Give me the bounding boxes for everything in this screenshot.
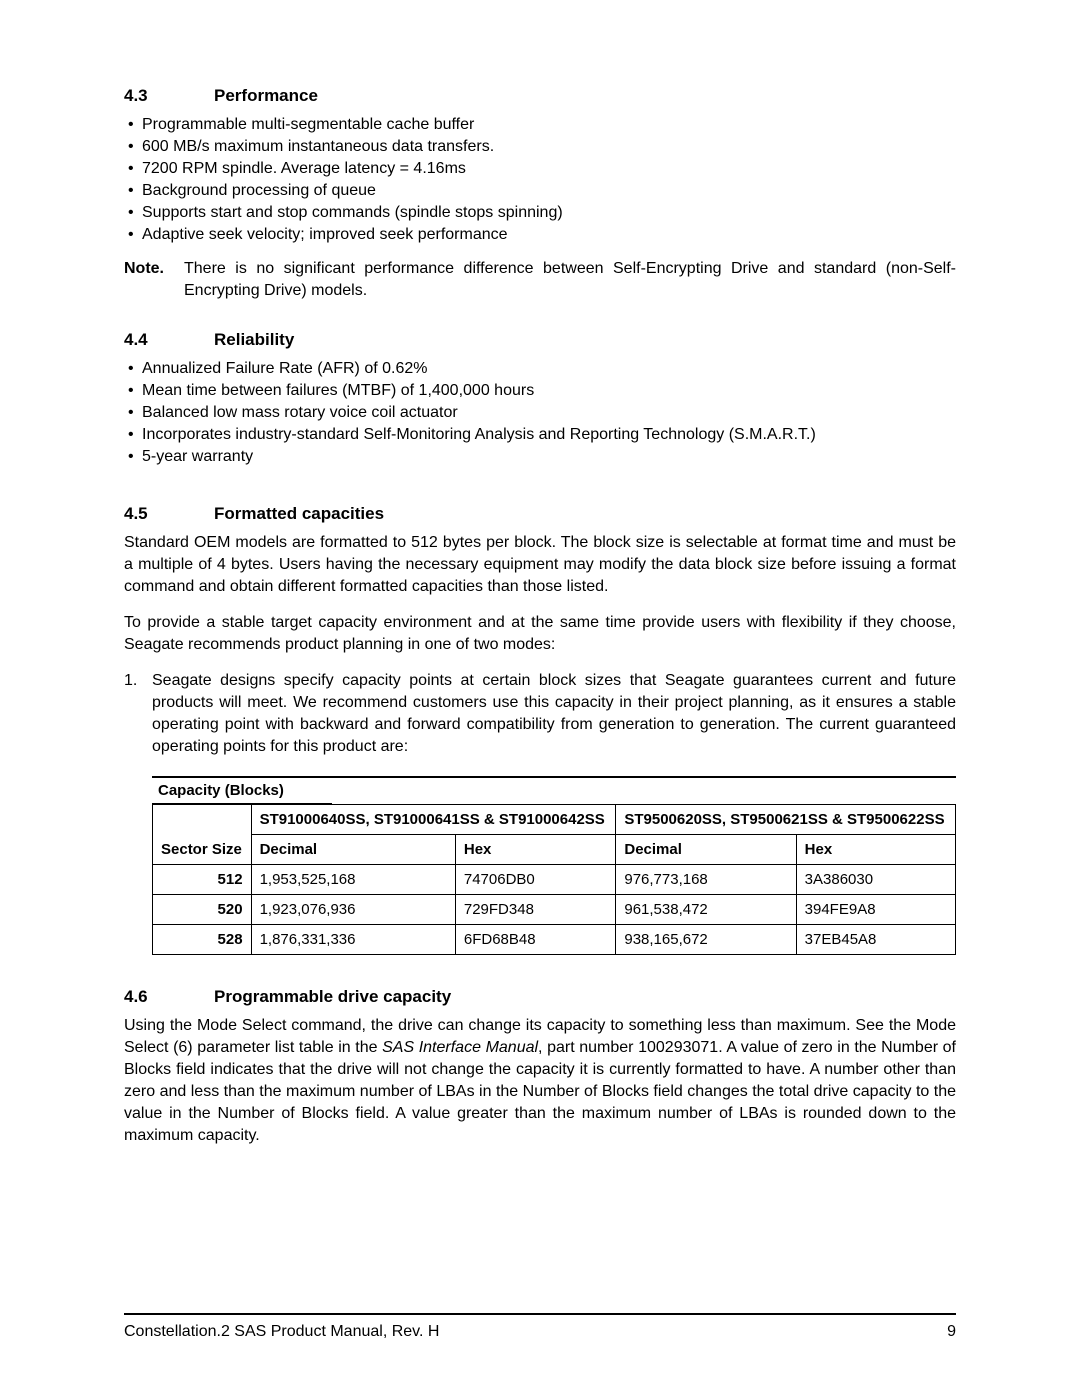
cell-hex: 394FE9A8 — [796, 895, 955, 925]
list-item: Annualized Failure Rate (AFR) of 0.62% — [128, 358, 956, 380]
text-italic: SAS Interface Manual — [382, 1039, 538, 1056]
cell-decimal: 938,165,672 — [616, 925, 796, 955]
list-number: 1. — [124, 670, 137, 692]
list-item: 5-year warranty — [128, 446, 956, 468]
table-row: 520 1,923,076,936 729FD348 961,538,472 3… — [153, 895, 956, 925]
cell-sector: 520 — [153, 895, 252, 925]
cell-hex: 37EB45A8 — [796, 925, 955, 955]
table-title: Capacity (Blocks) — [152, 780, 332, 804]
list-item: Incorporates industry-standard Self-Moni… — [128, 424, 956, 446]
section-title: Programmable drive capacity — [214, 987, 451, 1007]
table-row: Sector Size ST91000640SS, ST91000641SS &… — [153, 805, 956, 835]
section-number: 4.6 — [124, 987, 214, 1007]
document-page: 4.3 Performance Programmable multi-segme… — [0, 0, 1080, 1397]
table-row: 512 1,953,525,168 74706DB0 976,773,168 3… — [153, 865, 956, 895]
section-title: Reliability — [214, 330, 294, 350]
list-item: Adaptive seek velocity; improved seek pe… — [128, 224, 956, 246]
section-heading-performance: 4.3 Performance — [124, 86, 956, 106]
section-number: 4.5 — [124, 504, 214, 524]
cell-decimal: 976,773,168 — [616, 865, 796, 895]
page-footer: Constellation.2 SAS Product Manual, Rev.… — [124, 1313, 956, 1341]
cell-decimal: 1,923,076,936 — [251, 895, 455, 925]
section-title: Formatted capacities — [214, 504, 384, 524]
cell-hex: 729FD348 — [455, 895, 616, 925]
cell-decimal: 1,876,331,336 — [251, 925, 455, 955]
list-item: 7200 RPM spindle. Average latency = 4.16… — [128, 158, 956, 180]
section-title: Performance — [214, 86, 318, 106]
cell-hex: 74706DB0 — [455, 865, 616, 895]
list-text: Seagate designs specify capacity points … — [152, 672, 956, 755]
col-sector-size: Sector Size — [153, 805, 252, 865]
col-decimal: Decimal — [616, 835, 796, 865]
note-body: There is no significant performance diff… — [184, 258, 956, 302]
col-hex: Hex — [455, 835, 616, 865]
list-item: Balanced low mass rotary voice coil actu… — [128, 402, 956, 424]
list-item: 600 MB/s maximum instantaneous data tran… — [128, 136, 956, 158]
list-item: Background processing of queue — [128, 180, 956, 202]
cell-hex: 6FD68B48 — [455, 925, 616, 955]
paragraph: Standard OEM models are formatted to 512… — [124, 532, 956, 598]
section-heading-reliability: 4.4 Reliability — [124, 330, 956, 350]
cell-sector: 512 — [153, 865, 252, 895]
note-label: Note. — [124, 258, 184, 302]
col-decimal: Decimal — [251, 835, 455, 865]
table-row: Decimal Hex Decimal Hex — [153, 835, 956, 865]
section-number: 4.3 — [124, 86, 214, 106]
section-heading-programmable-capacity: 4.6 Programmable drive capacity — [124, 987, 956, 1007]
cell-sector: 528 — [153, 925, 252, 955]
list-item: 1. Seagate designs specify capacity poin… — [124, 670, 956, 758]
list-item: Mean time between failures (MTBF) of 1,4… — [128, 380, 956, 402]
performance-bullet-list: Programmable multi-segmentable cache buf… — [124, 114, 956, 246]
cell-hex: 3A386030 — [796, 865, 955, 895]
paragraph: To provide a stable target capacity envi… — [124, 612, 956, 656]
list-item: Supports start and stop commands (spindl… — [128, 202, 956, 224]
footer-left: Constellation.2 SAS Product Manual, Rev.… — [124, 1323, 439, 1341]
col-group-2: ST9500620SS, ST9500621SS & ST9500622SS — [616, 805, 956, 835]
numbered-list: 1. Seagate designs specify capacity poin… — [124, 670, 956, 758]
cell-decimal: 1,953,525,168 — [251, 865, 455, 895]
cell-decimal: 961,538,472 — [616, 895, 796, 925]
capacity-table-wrap: Capacity (Blocks) Sector Size ST91000640… — [152, 776, 956, 955]
list-item: Programmable multi-segmentable cache buf… — [128, 114, 956, 136]
table-row: 528 1,876,331,336 6FD68B48 938,165,672 3… — [153, 925, 956, 955]
note-block: Note. There is no significant performanc… — [124, 258, 956, 302]
col-hex: Hex — [796, 835, 955, 865]
capacity-table: Sector Size ST91000640SS, ST91000641SS &… — [152, 804, 956, 955]
col-group-1: ST91000640SS, ST91000641SS & ST91000642S… — [251, 805, 616, 835]
section-heading-formatted-capacities: 4.5 Formatted capacities — [124, 504, 956, 524]
reliability-bullet-list: Annualized Failure Rate (AFR) of 0.62% M… — [124, 358, 956, 468]
paragraph: Using the Mode Select command, the drive… — [124, 1015, 956, 1147]
footer-page-number: 9 — [947, 1323, 956, 1341]
footer-rule — [124, 1313, 956, 1315]
section-number: 4.4 — [124, 330, 214, 350]
